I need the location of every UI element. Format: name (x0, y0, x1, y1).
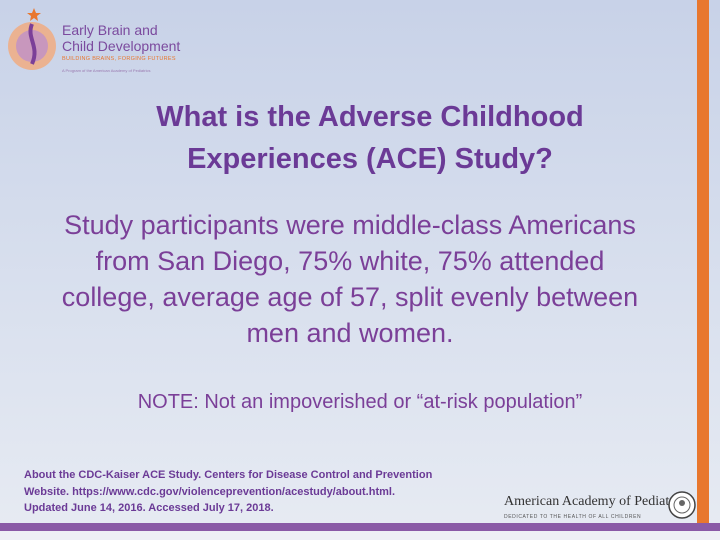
title-line: What is the Adverse Childhood (156, 101, 584, 133)
body-line: college, average age of 57, split evenly… (61, 282, 639, 312)
aap-seal (668, 491, 696, 519)
title-line: Experiences (ACE) Study? (187, 143, 553, 175)
bottom-bar (0, 523, 720, 531)
bottom-strip (0, 531, 720, 540)
aap-name: American Academy of Pediatrics (504, 494, 690, 509)
citation: About the CDC-Kaiser ACE Study. Centers … (24, 467, 432, 517)
body-text: Study participants were middle-class Ame… (20, 207, 680, 351)
logo-program: A Program of the American Academy of Ped… (62, 68, 151, 73)
logo-icon (8, 8, 56, 70)
body-line: from San Diego, 75% white, 75% attended (95, 246, 605, 276)
citation-line: About the CDC-Kaiser ACE Study. Centers … (24, 469, 433, 481)
slide-title: What is the Adverse Childhood Experience… (100, 96, 640, 180)
note: NOTE: Not an impoverished or “at-risk po… (137, 391, 583, 413)
citation-line: Website. https://www.cdc.gov/violencepre… (24, 485, 396, 498)
logo-text: Child Development (62, 38, 181, 54)
body-line: Study participants were middle-class Ame… (64, 210, 636, 240)
side-bar (697, 0, 709, 540)
logo-text: Early Brain and (62, 22, 158, 38)
aap-motto: DEDICATED TO THE HEALTH OF ALL CHILDREN (504, 514, 642, 520)
citation-line: Updated June 14, 2016. Accessed July 17,… (24, 502, 274, 514)
logo-tagline: BUILDING BRAINS, FORGING FUTURES (62, 56, 176, 62)
body-line: men and women. (246, 318, 454, 348)
